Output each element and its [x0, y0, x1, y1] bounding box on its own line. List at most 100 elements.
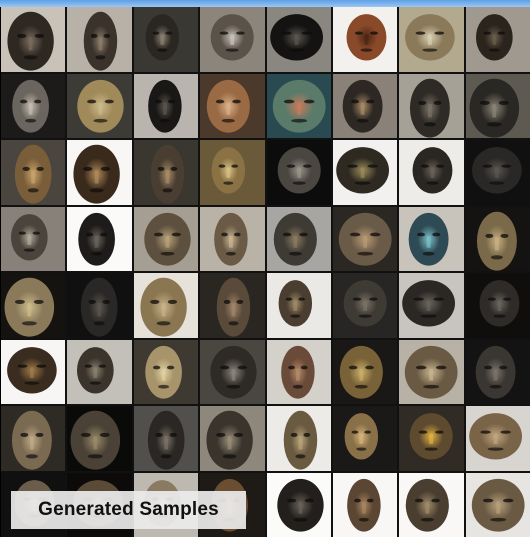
mask-left-eye — [483, 31, 491, 35]
sample-tile-r7-c2 — [67, 406, 132, 471]
mask-image — [346, 14, 387, 61]
mask-mouth — [288, 48, 305, 52]
mask-mouth — [160, 454, 172, 459]
mask-mouth — [356, 118, 369, 123]
mask-nose — [230, 34, 235, 45]
mask-image — [150, 144, 184, 204]
mask-nose — [93, 436, 98, 450]
mask-nose — [294, 34, 299, 45]
mask-image — [475, 14, 513, 61]
mask-nose — [28, 102, 33, 115]
mask-mouth — [358, 517, 369, 522]
sample-tile-r4-c7 — [399, 206, 464, 271]
mask-left-eye — [487, 297, 496, 301]
mask-nose — [28, 37, 33, 51]
mask-image — [206, 79, 251, 133]
mask-left-eye — [413, 297, 425, 301]
mask-mouth — [226, 251, 237, 256]
mask-right-eye — [300, 31, 312, 35]
mask-image — [339, 345, 383, 399]
sample-tile-r1-c4 — [200, 7, 265, 72]
mask-mouth — [489, 517, 506, 522]
sample-tile-r7-c7 — [399, 406, 464, 471]
mask-nose — [162, 102, 167, 115]
sample-tile-r5-c6 — [332, 273, 398, 338]
sample-tile-r2-c2 — [67, 73, 132, 138]
mask-image — [405, 345, 458, 399]
caption-label: Generated Samples — [38, 499, 219, 520]
mask-nose — [359, 368, 364, 381]
mask-left-eye — [347, 164, 358, 168]
mask-left-eye — [415, 498, 424, 502]
mask-right-eye — [304, 498, 314, 502]
mask-left-eye — [220, 365, 230, 369]
mask-right-eye — [433, 100, 442, 105]
mask-mouth — [354, 384, 368, 389]
mask-image — [78, 212, 116, 266]
mask-nose — [231, 303, 236, 317]
mask-nose — [363, 235, 367, 248]
mask-right-eye — [365, 365, 374, 369]
mask-nose — [361, 501, 366, 514]
mask-right-eye — [234, 232, 241, 236]
mask-right-eye — [497, 31, 505, 35]
mask-nose — [495, 501, 500, 514]
mask-left-eye — [349, 232, 361, 236]
mask-image — [145, 345, 182, 399]
mask-left-eye — [421, 164, 430, 168]
mask-nose — [31, 170, 36, 184]
mask-nose — [360, 167, 365, 178]
mask-right-eye — [500, 164, 511, 168]
sample-tile-r3-c7 — [399, 140, 464, 205]
mask-left-eye — [286, 164, 295, 168]
mask-image — [77, 79, 125, 133]
mask-nose — [426, 300, 431, 311]
mask-nose — [165, 235, 170, 248]
sample-tile-r3-c2 — [67, 140, 132, 205]
mask-mouth — [25, 118, 37, 123]
sample-tile-r2-c3 — [133, 73, 199, 138]
sample-tile-r2-c5 — [266, 73, 331, 138]
caption-box: Generated Samples — [11, 491, 246, 529]
mask-image — [144, 212, 191, 266]
sample-tile-r6-c3 — [133, 339, 199, 404]
mask-nose — [493, 368, 498, 381]
mask-right-eye — [302, 432, 310, 437]
mask-right-eye — [436, 365, 447, 369]
mask-nose — [492, 34, 496, 45]
mask-right-eye — [498, 365, 507, 369]
mask-right-eye — [34, 33, 45, 38]
mask-nose — [429, 368, 434, 381]
mask-mouth — [421, 517, 435, 522]
mask-right-eye — [236, 299, 244, 304]
mask-right-eye — [165, 31, 172, 35]
mask-left-eye — [154, 99, 162, 103]
sample-tile-r4-c5 — [266, 206, 331, 271]
mask-image — [476, 211, 517, 271]
sample-tile-r6-c1 — [1, 339, 66, 404]
mask-right-eye — [102, 299, 111, 304]
mask-nose — [164, 436, 168, 450]
mask-image — [14, 144, 52, 204]
mask-left-eye — [86, 232, 94, 236]
mask-image — [140, 277, 187, 337]
mask-nose — [360, 102, 365, 115]
mask-image — [210, 345, 257, 399]
sample-tile-r8-c8 — [465, 472, 530, 537]
sample-tile-r7-c8 — [465, 406, 530, 471]
mask-left-eye — [285, 297, 292, 301]
mask-mouth — [490, 254, 503, 259]
mask-left-eye — [415, 31, 426, 35]
sample-tile-r4-c6 — [332, 206, 398, 271]
mask-nose — [226, 102, 231, 115]
mask-right-eye — [366, 498, 374, 502]
mask-nose — [227, 436, 232, 450]
mask-left-eye — [282, 232, 291, 236]
mask-right-eye — [36, 364, 47, 368]
mask-nose — [93, 366, 98, 378]
sample-tile-r2-c6 — [332, 73, 398, 138]
mask-mouth — [357, 251, 373, 256]
mask-nose — [364, 34, 369, 45]
mask-right-eye — [367, 164, 378, 168]
mask-right-eye — [169, 432, 177, 437]
